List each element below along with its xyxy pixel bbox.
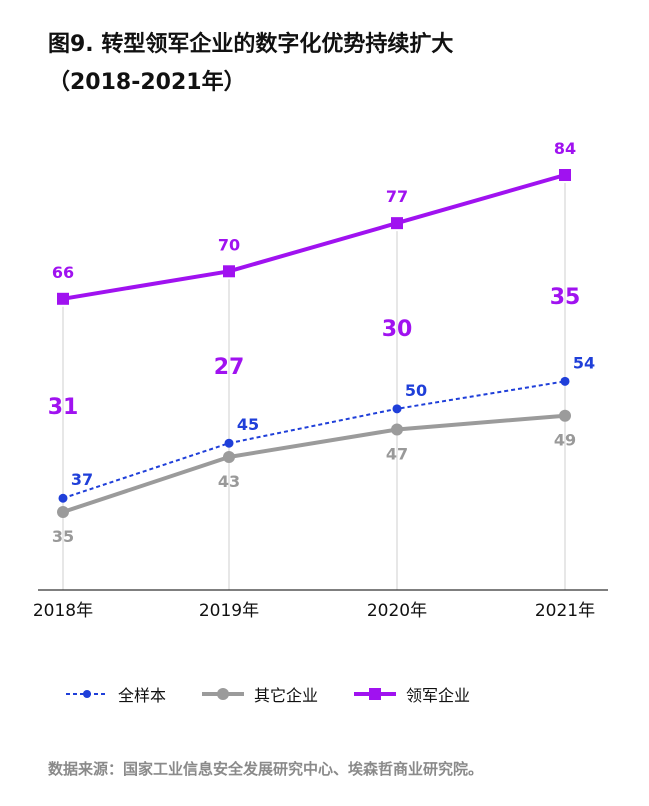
series-line-leaders	[62, 173, 566, 301]
x-tick-label-1: 2018年	[33, 601, 93, 621]
label-leaders-3: 77	[386, 187, 408, 206]
gap-label-1: 31	[48, 395, 79, 420]
point-leaders-2	[223, 265, 235, 278]
label-other-3: 47	[386, 444, 408, 463]
gap-label-2: 27	[214, 355, 245, 380]
point-other-2	[223, 450, 235, 463]
label-leaders-1: 66	[52, 263, 74, 282]
label-leaders-4: 84	[554, 139, 576, 158]
label-all-sample-3: 50	[405, 381, 427, 400]
point-other-3	[391, 423, 403, 436]
chart-title: 图9. 转型领军企业的数字化优势持续扩大 （2018-2021年）	[48, 26, 628, 102]
series-line-other	[62, 413, 566, 514]
point-all-sample-1	[58, 493, 68, 503]
legend-label-other: 其它企业	[254, 686, 319, 705]
point-leaders-3	[391, 217, 403, 230]
legend-item-other: 其它企业	[200, 682, 318, 706]
legend-swatch-other	[202, 688, 245, 700]
legend-swatch-all-sample	[66, 690, 108, 698]
title-line-2: （2018-2021年）	[48, 70, 246, 95]
point-leaders-1	[57, 292, 69, 305]
x-tick-label-4: 2021年	[535, 601, 595, 621]
legend-swatch-leaders	[354, 688, 397, 700]
gap-label-4: 35	[550, 285, 581, 310]
label-other-1: 35	[52, 527, 74, 546]
legend-label-all-sample: 全样本	[118, 686, 167, 705]
x-tick-label-3: 2020年	[367, 601, 427, 621]
legend-label-leaders: 领军企业	[406, 686, 471, 705]
label-all-sample-1: 37	[71, 470, 93, 489]
point-other-4	[559, 409, 571, 422]
title-line-1: 图9. 转型领军企业的数字化优势持续扩大	[48, 32, 454, 57]
point-leaders-4	[559, 169, 571, 181]
point-all-sample-3	[392, 404, 402, 414]
label-all-sample-2: 45	[237, 415, 259, 434]
point-all-sample-2	[224, 438, 234, 448]
gap-label-3: 30	[382, 317, 413, 342]
legend-item-all-sample: 全样本	[64, 682, 166, 706]
series-line-all-sample	[62, 380, 566, 500]
point-all-sample-4	[560, 376, 570, 386]
label-leaders-2: 70	[218, 235, 240, 254]
label-other-2: 43	[218, 472, 240, 491]
label-other-4: 49	[554, 431, 576, 450]
label-all-sample-4: 54	[573, 353, 595, 372]
x-tick-label-2: 2019年	[199, 601, 259, 621]
point-other-1	[57, 506, 69, 518]
source-note: 数据来源：国家工业信息安全发展研究中心、埃森哲商业研究院。	[48, 760, 484, 778]
legend: 全样本 其它企业 领军企业	[64, 682, 504, 706]
legend-item-leaders: 领军企业	[352, 682, 470, 706]
